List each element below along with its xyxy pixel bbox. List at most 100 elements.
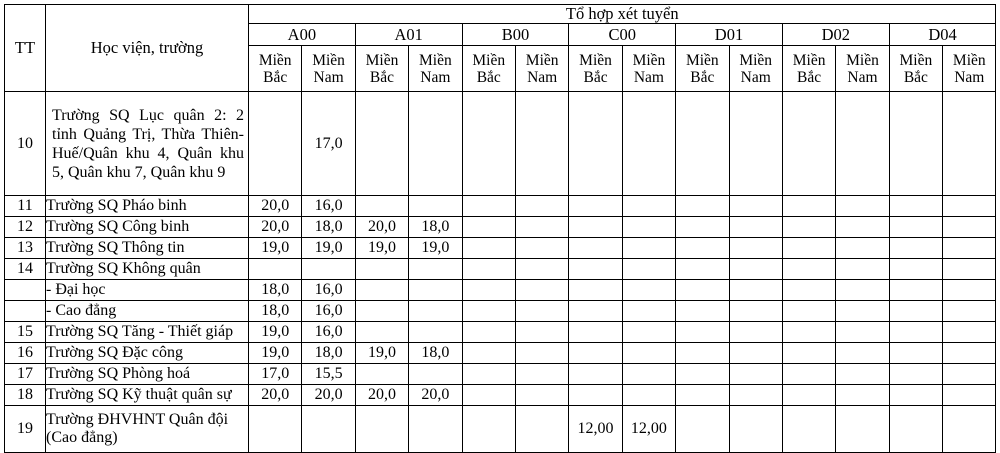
score-cell: [888, 300, 944, 323]
score-cell: [888, 195, 944, 218]
row-index-cell: 19: [4, 405, 46, 453]
score-cell: [461, 384, 516, 407]
score-cell: [781, 195, 837, 218]
score-cell: [461, 321, 516, 344]
row-index-cell: [4, 300, 46, 323]
score-cell: [514, 216, 570, 239]
score-cell: 12,00: [621, 405, 677, 453]
score-cell: 19,0: [301, 237, 356, 260]
header-region-north-b00: Miền Bắc: [461, 45, 516, 93]
score-cell: [835, 363, 890, 386]
school-name-cell: Trường SQ Thông tin: [45, 237, 249, 260]
score-cell: [942, 237, 997, 260]
header-code-a01: A01: [354, 23, 463, 47]
score-cell: [942, 300, 997, 323]
score-cell: [247, 405, 303, 453]
header-region-south-d01: Miền Nam: [728, 45, 783, 93]
score-cell: [621, 91, 677, 197]
score-cell: [408, 91, 463, 197]
school-name-cell: - Đại học: [45, 279, 249, 302]
score-cell: [621, 237, 677, 260]
score-cell: [942, 321, 997, 344]
score-cell: [728, 195, 783, 218]
score-cell: [942, 216, 997, 239]
header-region-south-d02: Miền Nam: [835, 45, 890, 93]
score-cell: 19,0: [408, 237, 463, 260]
header-code-d02: D02: [781, 23, 890, 47]
score-cell: [728, 237, 783, 260]
school-name-cell: Trường SQ Lục quân 2: 2 tỉnh Quảng Trị, …: [45, 91, 249, 197]
row-index-cell: 17: [4, 363, 46, 386]
score-cell: [728, 342, 783, 365]
table-row: 16 Trường SQ Đặc công 19,0 18,0 19,0 18,0: [4, 342, 997, 365]
score-cell: 16,0: [301, 195, 356, 218]
score-cell: 18,0: [408, 216, 463, 239]
score-cell: [461, 91, 516, 197]
score-cell: [354, 258, 410, 281]
score-cell: [942, 342, 997, 365]
header-code-d01: D01: [675, 23, 783, 47]
score-cell: [621, 279, 677, 302]
score-cell: [942, 91, 997, 197]
score-cell: [514, 91, 570, 197]
score-cell: [942, 405, 997, 453]
table-row: 19 Trường ĐHVHNT Quân đội (Cao đẳng) 12,00…: [4, 405, 997, 453]
header-region-north-a00: Miền Bắc: [247, 45, 303, 93]
score-cell: [408, 195, 463, 218]
score-cell: [301, 405, 356, 453]
score-cell: [247, 91, 303, 197]
score-cell: [514, 279, 570, 302]
score-cell: [408, 258, 463, 281]
score-cell: 20,0: [354, 216, 410, 239]
score-cell: 18,0: [301, 342, 356, 365]
score-cell: 15,5: [301, 363, 356, 386]
score-cell: [354, 91, 410, 197]
score-cell: [675, 91, 730, 197]
score-cell: [728, 300, 783, 323]
score-cell: 20,0: [301, 384, 356, 407]
table-row: - Cao đẳng 18,0 16,0: [4, 300, 997, 323]
score-cell: [675, 279, 730, 302]
admission-scores-table: TT Học viện, trường Tổ hợp xét tuyển A00…: [4, 3, 997, 453]
score-cell: [461, 300, 516, 323]
score-cell: [781, 321, 837, 344]
score-cell: [514, 321, 570, 344]
score-cell: 20,0: [247, 384, 303, 407]
score-cell: 19,0: [247, 237, 303, 260]
score-cell: [461, 405, 516, 453]
score-cell: [888, 258, 944, 281]
score-cell: [461, 216, 516, 239]
score-cell: [781, 342, 837, 365]
score-cell: [781, 91, 837, 197]
score-cell: [728, 384, 783, 407]
table-header: TT Học viện, trường Tổ hợp xét tuyển A00…: [4, 3, 997, 93]
score-cell: [835, 342, 890, 365]
table-row: 17 Trường SQ Phòng hoá 17,0 15,5: [4, 363, 997, 386]
score-cell: [514, 195, 570, 218]
school-name-cell: Trường SQ Phòng hoá: [45, 363, 249, 386]
table-row: 13 Trường SQ Thông tin 19,0 19,0 19,0 19,0: [4, 237, 997, 260]
school-name-cell: Trường SQ Không quân: [45, 258, 249, 281]
score-cell: [942, 384, 997, 407]
school-name-cell: Trường SQ Kỹ thuật quân sự: [45, 384, 249, 407]
score-cell: 20,0: [408, 384, 463, 407]
score-cell: [942, 258, 997, 281]
score-cell: [728, 321, 783, 344]
score-cell: 20,0: [247, 195, 303, 218]
score-cell: [835, 321, 890, 344]
row-index-cell: 16: [4, 342, 46, 365]
score-cell: [568, 237, 623, 260]
table-row: 14 Trường SQ Không quân: [4, 258, 997, 281]
score-cell: [835, 258, 890, 281]
score-cell: [621, 363, 677, 386]
row-index-cell: 15: [4, 321, 46, 344]
score-cell: [888, 216, 944, 239]
score-cell: [621, 342, 677, 365]
header-region-north-d02: Miền Bắc: [781, 45, 837, 93]
score-cell: 20,0: [247, 216, 303, 239]
score-cell: [888, 405, 944, 453]
score-cell: [461, 237, 516, 260]
score-cell: [675, 405, 730, 453]
school-name-cell: Trường SQ Tăng - Thiết giáp: [45, 321, 249, 344]
score-cell: [675, 321, 730, 344]
